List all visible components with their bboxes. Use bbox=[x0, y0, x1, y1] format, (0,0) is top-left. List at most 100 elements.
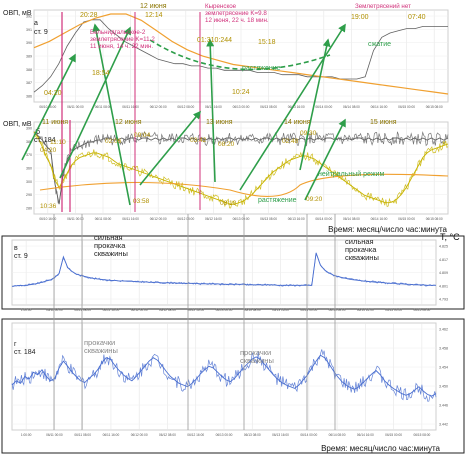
panel-b-x-ticks: 06/10 16:00 06/11 00:00 06/11 08:00 06/11 1… bbox=[39, 217, 442, 221]
panel-a-annotation: 19:00 bbox=[351, 14, 369, 21]
b-x-tick-label: 06/12 00:00 bbox=[150, 217, 167, 221]
d-x-tick-label: 06/11 16:00 bbox=[103, 433, 120, 437]
panel-b-annotation: растяжение bbox=[258, 197, 297, 204]
c-x-tick-label: 1:00:00 bbox=[21, 308, 32, 312]
panel-a-y-ticks: 392 391 390 389 388 387 386 bbox=[26, 15, 32, 99]
annotation-layer: 20:28 12:14 18:54 01:310:244 15:18 19:00 07:40… bbox=[40, 3, 426, 365]
c-x-tick-label: 06/11 08:00 bbox=[74, 308, 91, 312]
d-x-tick-label: 06/14 16:00 bbox=[357, 433, 374, 437]
panel-a-annotation: 20:28 bbox=[80, 12, 98, 19]
panel-c-x-ticks: 1:00:00 06/11 00:00 06/11 08:00 06/11 16:00… bbox=[21, 308, 431, 312]
d-series-noise-0 bbox=[11, 349, 437, 402]
panel-c-chart: 4.825 4.817 4.809 4.801 4.793 1:00:00 06/11 0… bbox=[1, 232, 465, 312]
a-x-tick-label: 06/12 00:00 bbox=[150, 105, 167, 109]
b-x-tick-label: 06/14 16:00 bbox=[371, 217, 388, 221]
d-x-tick-label: 06/11 00:00 bbox=[46, 433, 63, 437]
a-x-tick-label: 06/11 08:00 bbox=[95, 105, 112, 109]
panel-c-annotation: прокачка bbox=[94, 241, 126, 250]
panel-b-annotation: 02:48 bbox=[282, 138, 299, 145]
a-y-tick-label: 391 bbox=[26, 28, 32, 32]
c-x-tick-label: 06/14 16:00 bbox=[357, 308, 374, 312]
panel-a-annotation: сжатие bbox=[368, 41, 391, 48]
panel-c-letter: в bbox=[14, 245, 18, 252]
panel-a-annotation: 10:24 bbox=[232, 89, 250, 96]
green-arrow-6 bbox=[304, 118, 346, 201]
panel-d-station: ст. 184 bbox=[14, 349, 36, 356]
panel-c-annotation: прокачка bbox=[345, 245, 377, 254]
c-x-tick-label: 06/13 16:00 bbox=[272, 308, 289, 312]
panel-d-annotation: прокачки bbox=[84, 338, 115, 347]
a-x-tick-label: 06/12 08:00 bbox=[177, 105, 194, 109]
b-x-tick-label: 06/11 08:00 bbox=[95, 217, 112, 221]
b-series-noise-0 bbox=[33, 128, 449, 204]
c-x-tick-label: 06/13 08:00 bbox=[244, 308, 261, 312]
panel-b-station: ст. 184 bbox=[34, 137, 56, 144]
panel-d-series bbox=[11, 349, 437, 402]
green-arrow-3 bbox=[139, 110, 202, 186]
a-y-tick-label: 386 bbox=[26, 95, 32, 99]
panel-b-annotation: 03:42 bbox=[190, 137, 207, 144]
a-x-tick-label: 06/13 16:00 bbox=[288, 105, 305, 109]
a-x-tick-label: 06/14 00:00 bbox=[315, 105, 332, 109]
green-arrow-4 bbox=[206, 38, 216, 183]
panel-d-annotation: прокачки bbox=[240, 348, 271, 357]
panel-b-annotation: 11:10 bbox=[50, 139, 66, 146]
a-y-tick-label: 388 bbox=[26, 68, 32, 72]
a-x-tick-label: 06/11 16:00 bbox=[122, 105, 139, 109]
a-x-tick-label: 06/15 00:00 bbox=[398, 105, 415, 109]
a-x-tick-label: 06/14 16:00 bbox=[371, 105, 388, 109]
d-x-tick-label: 06/12 16:00 bbox=[187, 433, 204, 437]
c-x-tick-label: 06/14 08:00 bbox=[329, 308, 346, 312]
panel-a-letter: а bbox=[34, 20, 38, 27]
a-x-tick-label: 06/15 08:00 bbox=[426, 105, 443, 109]
c-series-line-0 bbox=[11, 252, 436, 287]
panel-a-day-label: 12 июня bbox=[140, 3, 167, 10]
panel-b-annotation: 09:04 bbox=[134, 132, 151, 139]
b-y-tick-label: 370 bbox=[26, 153, 32, 157]
c-y-tick-label: 4.809 bbox=[439, 271, 448, 275]
panel-b-annotation: нейтральный режим bbox=[318, 170, 384, 178]
d-y-tick-label: 3.462 bbox=[439, 328, 448, 332]
a-y-tick-label: 389 bbox=[26, 55, 32, 59]
b-x-tick-label: 06/10 16:00 bbox=[39, 217, 56, 221]
b-series-noise-1 bbox=[33, 135, 449, 209]
d-x-tick-label: 06/15 08:00 bbox=[413, 433, 430, 437]
panel-a-event-label: 12 июня, 22 ч. 18 мин. bbox=[205, 17, 269, 24]
c-x-tick-label: 06/14 00:00 bbox=[300, 308, 317, 312]
panel-b-y-ticks: 390 380 370 360 300 290 280 bbox=[26, 127, 32, 211]
d-x-tick-label: 06/13 16:00 bbox=[272, 433, 289, 437]
panel-d-xlabel: Время: месяц/число час:минута bbox=[321, 444, 440, 453]
panel-b-annotation: 09:20 bbox=[306, 196, 323, 203]
c-y-tick-label: 4.793 bbox=[439, 298, 448, 302]
panel-c-series bbox=[11, 252, 437, 288]
c-y-tick-label: 4.825 bbox=[439, 245, 448, 249]
d-x-tick-label: 06/13 08:00 bbox=[244, 433, 261, 437]
b-y-tick-label: 380 bbox=[26, 140, 32, 144]
d-x-tick-label: 06/13 00:00 bbox=[216, 433, 233, 437]
a-envelope-line bbox=[33, 13, 449, 95]
b-y-tick-label: 280 bbox=[26, 207, 32, 211]
d-series-line-0 bbox=[11, 354, 437, 397]
a-y-tick-label: 392 bbox=[26, 15, 32, 19]
a-x-tick-label: 06/12 16:00 bbox=[205, 105, 222, 109]
panel-b-day-label: 14 июня bbox=[284, 119, 311, 126]
panel-d-annotation: скважины bbox=[84, 346, 118, 355]
a-extension-arc bbox=[149, 39, 331, 71]
a-x-tick-label: 06/13 00:00 bbox=[233, 105, 250, 109]
panel-b-xlabel: Время: месяц/число час:минута bbox=[328, 225, 447, 234]
a-x-tick-label: 06/14 08:00 bbox=[343, 105, 360, 109]
c-x-tick-label: 06/11 16:00 bbox=[103, 308, 120, 312]
b-series-line-0 bbox=[33, 131, 449, 205]
panel-b-annotation: 09:30 bbox=[300, 130, 317, 137]
b-y-tick-label: 300 bbox=[26, 180, 32, 184]
panel-a-x-ticks: 06/10 16:00 06/11 00:00 06/11 08:00 06/11 1… bbox=[39, 105, 442, 109]
panel-d-y-ticks: 3.462 3.458 3.454 3.450 3.446 3.442 bbox=[439, 328, 448, 427]
panel-a-annotation: 12:14 bbox=[145, 12, 163, 19]
c-y-tick-label: 4.817 bbox=[439, 258, 448, 262]
green-arrow-5 bbox=[239, 23, 346, 191]
panel-a-grid bbox=[34, 10, 448, 102]
panel-c-station: ст. 9 bbox=[14, 253, 28, 260]
b-x-tick-label: 06/12 16:00 bbox=[205, 217, 222, 221]
panel-b-annotation: 02:06 bbox=[105, 138, 122, 145]
d-x-tick-label: 06/12 00:00 bbox=[131, 433, 148, 437]
